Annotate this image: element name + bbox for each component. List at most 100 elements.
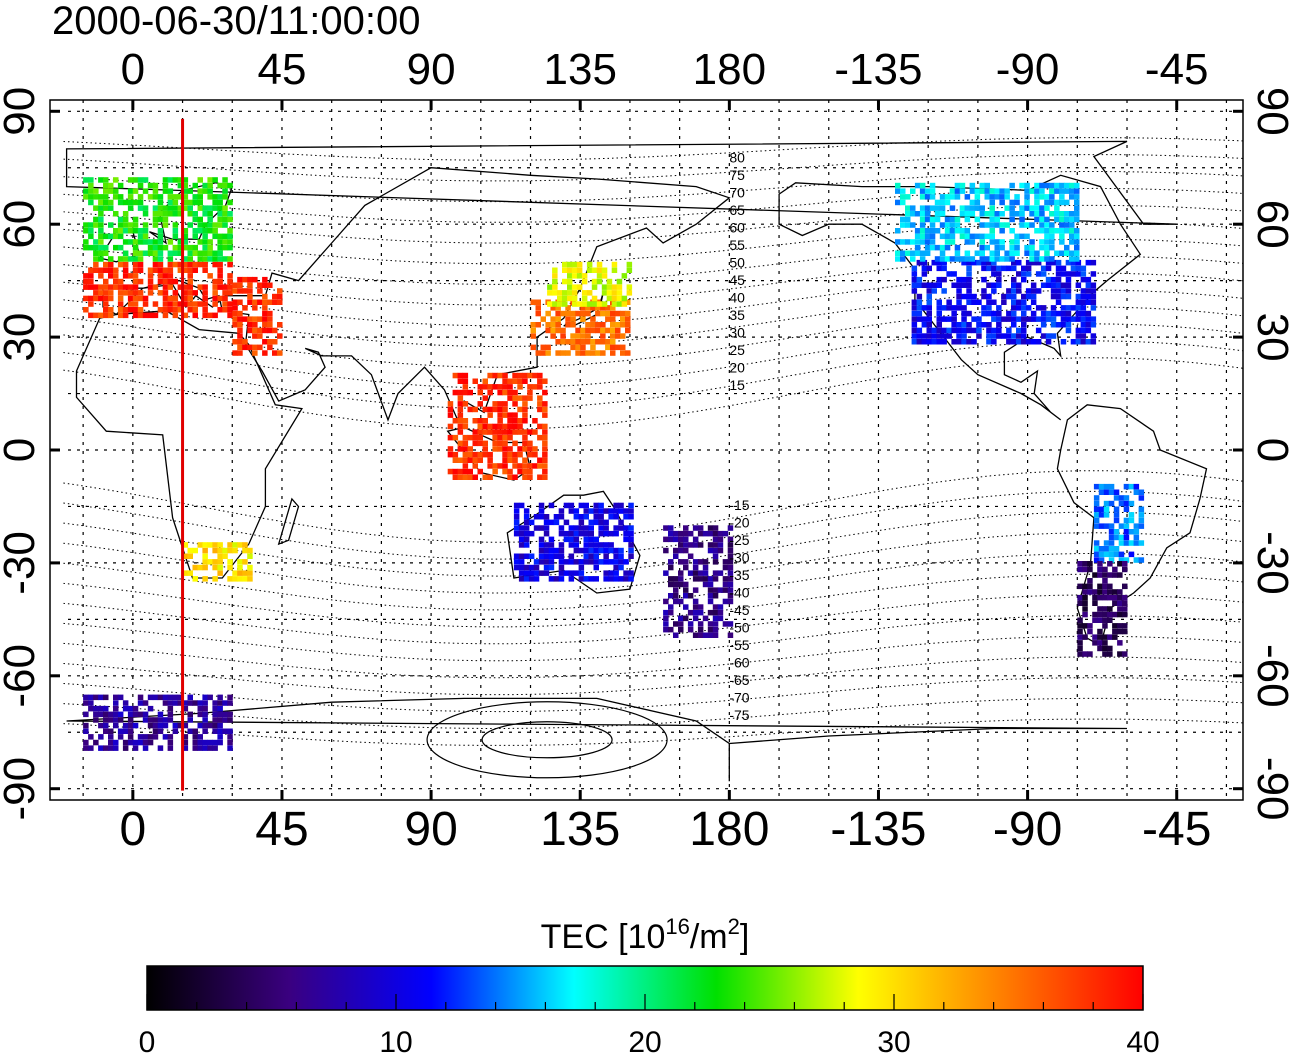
tec-cell <box>108 739 114 746</box>
tec-cell <box>462 468 469 475</box>
tec-cell <box>1107 634 1113 640</box>
tec-cell <box>522 434 528 441</box>
tec-cell <box>212 312 218 319</box>
tec-cell <box>162 295 169 302</box>
tec-cell <box>1082 561 1088 567</box>
tec-cell <box>172 194 179 200</box>
tec-cell <box>581 290 588 296</box>
tec-cell <box>567 284 573 290</box>
tec-cell <box>999 239 1005 245</box>
tec-cell <box>1133 540 1140 546</box>
tec-cell <box>202 576 208 582</box>
tec-cell <box>1128 483 1135 490</box>
tec-cell <box>262 339 268 345</box>
tec-cell <box>103 745 109 751</box>
tec-cell <box>576 284 583 290</box>
tec-cell <box>542 474 548 480</box>
tec-cell <box>512 451 518 458</box>
tec-cell <box>1016 333 1022 339</box>
tec-cell <box>591 284 598 290</box>
tec-cell <box>257 327 263 334</box>
tec-cell <box>919 211 926 217</box>
tec-cell <box>692 615 699 622</box>
tec-cell <box>1049 182 1055 189</box>
tec-cell <box>227 739 233 746</box>
tec-cell <box>717 547 724 554</box>
tec-cell <box>1092 611 1098 618</box>
tec-cell <box>157 694 164 701</box>
tec-cell <box>192 194 198 200</box>
tec-cell <box>628 530 634 537</box>
tec-cell <box>152 256 159 262</box>
tec-cell <box>227 284 233 290</box>
tec-cell <box>959 182 966 189</box>
tec-cell <box>522 463 528 469</box>
tec-cell <box>227 576 233 582</box>
tec-cell <box>132 261 139 268</box>
tec-cell <box>1097 566 1103 573</box>
tec-cell <box>182 722 189 729</box>
tec-cell <box>122 705 129 712</box>
tec-cell <box>192 301 198 307</box>
tec-cell <box>267 299 273 305</box>
tec-cell <box>712 530 719 537</box>
tec-cell <box>1123 500 1130 507</box>
tec-cell <box>182 244 189 251</box>
tec-cell <box>1085 282 1092 288</box>
tec-cell <box>583 514 589 520</box>
tec-cell <box>202 188 208 194</box>
tec-cell <box>1138 512 1145 518</box>
tec-cell <box>931 259 937 266</box>
tec-cell <box>103 199 109 206</box>
tec-cell <box>944 222 951 228</box>
tec-cell <box>117 711 124 718</box>
tec-cell <box>717 530 724 537</box>
tec-cell <box>172 722 179 729</box>
tec-cell <box>543 553 550 559</box>
tec-cell <box>939 211 946 217</box>
tec-cell <box>1065 305 1072 311</box>
tec-cell <box>919 188 926 194</box>
tec-cell <box>959 256 966 262</box>
tec-cell <box>611 267 618 273</box>
tec-cell <box>1069 222 1075 228</box>
tec-cell <box>603 508 609 514</box>
tec-cell <box>487 451 493 458</box>
tec-cell <box>207 312 213 319</box>
tec-cell <box>1034 182 1040 189</box>
tec-cell <box>542 378 548 384</box>
tec-cell <box>132 244 139 251</box>
tec-cell <box>595 327 601 334</box>
tec-cell <box>946 333 952 339</box>
tec-cell <box>575 333 581 339</box>
tec-cell <box>919 256 926 262</box>
tec-cell <box>157 194 164 200</box>
tec-cell <box>227 211 233 217</box>
tec-cell <box>527 468 533 475</box>
tec-cell <box>697 576 704 582</box>
lon-tick-label-top: 180 <box>693 45 766 94</box>
tec-cell <box>620 316 626 322</box>
tec-cell <box>202 307 208 313</box>
contour-line <box>63 238 1243 285</box>
contour-line <box>63 615 1243 662</box>
tec-cell <box>697 570 704 576</box>
tec-cell <box>1075 310 1082 317</box>
tec-cell <box>472 451 478 458</box>
tec-cell <box>172 228 179 234</box>
tec-cell <box>610 339 616 345</box>
tec-cell <box>83 694 89 701</box>
tec-cell <box>971 339 977 345</box>
lon-tick-label-bottom: 0 <box>119 803 146 856</box>
tec-cell <box>558 564 565 571</box>
tec-cell <box>543 559 550 565</box>
tec-cell <box>187 290 193 296</box>
tec-cell <box>502 434 508 441</box>
tec-cell <box>600 327 606 334</box>
tec-cell <box>157 273 164 279</box>
tec-cell <box>227 301 233 307</box>
tec-cell <box>108 199 114 206</box>
tec-cell <box>217 722 223 729</box>
tec-cell <box>946 316 952 322</box>
tec-cell <box>707 632 714 638</box>
